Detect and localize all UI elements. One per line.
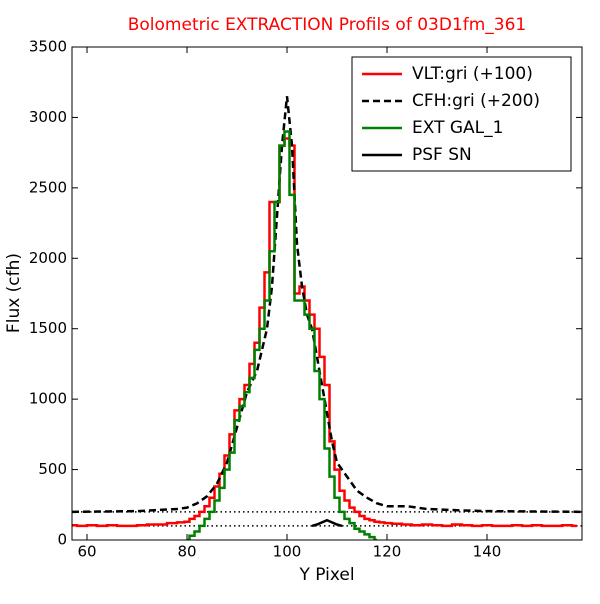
y-tick-label: 500 bbox=[38, 460, 67, 478]
x-tick-label: 80 bbox=[177, 543, 196, 561]
x-tick-label: 120 bbox=[373, 543, 402, 561]
plot-frame bbox=[71, 46, 583, 541]
series-line bbox=[311, 518, 343, 528]
y-tick-label: 0 bbox=[57, 531, 67, 549]
y-axis-label: Flux (cfh) bbox=[4, 253, 24, 333]
legend-box bbox=[351, 56, 572, 172]
y-tick-label: 3000 bbox=[29, 108, 67, 126]
y-tick-label: 1500 bbox=[29, 319, 67, 337]
x-tick-label: 140 bbox=[473, 543, 502, 561]
y-tick-label: 1000 bbox=[29, 390, 67, 408]
x-tick-label: 60 bbox=[77, 543, 96, 561]
legend-label: PSF SN bbox=[412, 145, 472, 165]
x-axis-label: Y Pixel bbox=[298, 565, 354, 585]
y-tick-label: 2500 bbox=[29, 178, 67, 196]
legend-label: EXT GAL_1 bbox=[412, 118, 503, 138]
x-tick-label: 100 bbox=[273, 543, 302, 561]
legend-label: CFH:gri (+200) bbox=[412, 91, 540, 111]
chart-title: Bolometric EXTRACTION Profils of 03D1fm_… bbox=[128, 15, 527, 35]
y-tick-label: 3500 bbox=[29, 38, 67, 56]
legend-label: VLT:gri (+100) bbox=[412, 64, 533, 84]
y-tick-label: 2000 bbox=[29, 249, 67, 267]
series-line bbox=[72, 96, 582, 514]
series-line bbox=[187, 130, 377, 540]
